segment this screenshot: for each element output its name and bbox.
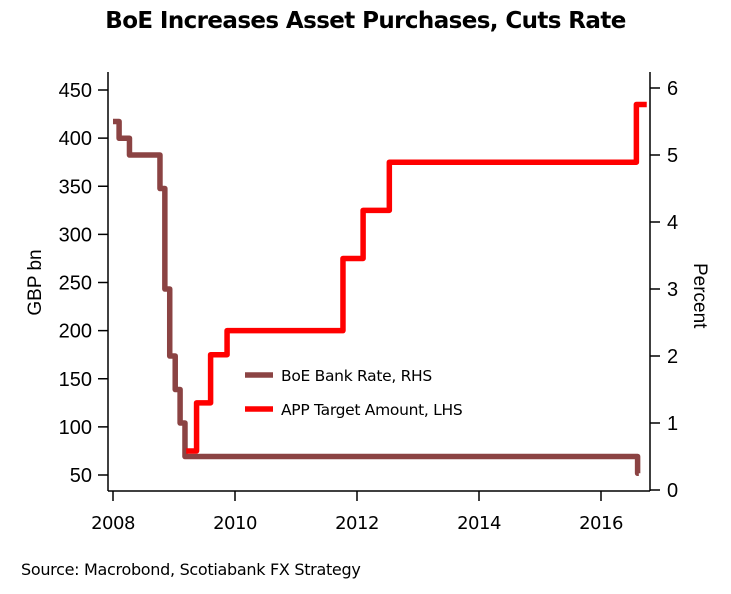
- y-right-tick-label: 3: [667, 279, 678, 301]
- y-left-tick-label: 50: [70, 465, 92, 487]
- axes: 50 100 150 200 250 300 350 400 450 0 1 2 3 4 5 6 2008 201…: [25, 72, 710, 534]
- y-left-tick-label: 150: [59, 369, 92, 391]
- series-line-bank-rate: [113, 118, 641, 476]
- x-tick-label: 2014: [457, 513, 501, 534]
- y-right-tick-label: 1: [667, 413, 678, 435]
- y-left-axis-title: GBP bn: [25, 249, 46, 315]
- x-tick-label: 2008: [91, 513, 135, 534]
- series-line-app-target: [186, 101, 647, 454]
- y-right-tick-label: 0: [667, 480, 678, 502]
- legend: BoE Bank Rate, RHS APP Target Amount, LHS: [245, 367, 463, 419]
- y-right-tick-label: 4: [667, 212, 678, 234]
- x-tick-label: 2016: [579, 513, 623, 534]
- series-layer: [113, 101, 647, 476]
- y-left-tick-label: 400: [59, 128, 92, 150]
- x-tick-label: 2012: [335, 513, 379, 534]
- y-left-tick-label: 100: [59, 417, 92, 439]
- source-note: Source: Macrobond, Scotiabank FX Strateg…: [21, 560, 361, 579]
- y-right-axis-title: Percent: [689, 263, 710, 329]
- y-left-tick-label: 350: [59, 176, 92, 198]
- y-left-tick-label: 250: [59, 273, 92, 295]
- chart-title: BoE Increases Asset Purchases, Cuts Rate: [105, 8, 626, 34]
- y-left-tick-label: 200: [59, 321, 92, 343]
- y-left-tick-label: 300: [59, 224, 92, 246]
- x-tick-label: 2010: [213, 513, 257, 534]
- y-left-tick-label: 450: [59, 80, 92, 102]
- legend-label: BoE Bank Rate, RHS: [281, 367, 432, 385]
- y-right-tick-label: 5: [667, 145, 678, 167]
- y-right-tick-label: 2: [667, 346, 678, 368]
- y-right-tick-label: 6: [667, 78, 678, 100]
- legend-label: APP Target Amount, LHS: [281, 401, 462, 419]
